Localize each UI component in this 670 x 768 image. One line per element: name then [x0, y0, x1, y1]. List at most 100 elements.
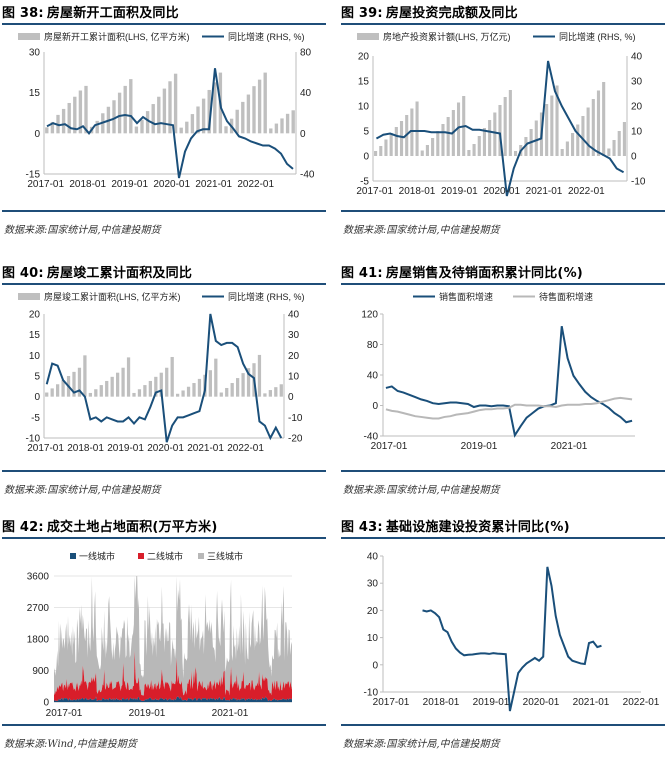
bar	[607, 148, 611, 156]
bar	[617, 131, 621, 156]
bar	[78, 90, 83, 134]
x-tick-label: 2021-01	[526, 186, 563, 197]
bar	[45, 392, 49, 397]
legend-swatch	[138, 553, 144, 559]
x-tick-label: 2022-01	[568, 186, 605, 197]
right-tick-label: -20	[288, 434, 303, 445]
x-tick-label: 2021-01	[573, 697, 610, 708]
y-tick-label: 0	[43, 698, 49, 709]
y-tick-label: 0	[372, 660, 378, 671]
panel-sales: 图 41: 房屋销售及待销面积累计同比(%) 销售面积增速 待售面积增速 -40 0 40…	[341, 262, 668, 514]
bar	[622, 122, 626, 156]
right-tick-label: -10	[288, 413, 303, 424]
bar	[274, 387, 278, 397]
data-source: 数据来源:国家统计局,中信建投期货	[343, 485, 500, 496]
x-tick-label: 2022-01	[623, 697, 660, 708]
left-tick-label: 10	[358, 102, 370, 113]
right-tick-label: 30	[288, 330, 300, 341]
x-tick-label: 2017-01	[371, 441, 408, 452]
bar	[384, 139, 388, 156]
legend-swatch	[70, 553, 76, 559]
panel-land: 图 42: 成交土地占地面积(万平方米) 一线城市 二线城市 三线城市 0 900 1800…	[2, 516, 329, 768]
bar	[50, 388, 54, 397]
y-tick-label: 80	[367, 340, 379, 351]
bar	[467, 150, 471, 156]
bar	[602, 82, 606, 156]
bar	[274, 123, 279, 134]
x-tick-label: 2021-01	[195, 179, 232, 190]
left-tick-label: 0	[34, 392, 40, 403]
right-tick-label: 80	[300, 48, 312, 59]
bar	[571, 133, 575, 156]
bar	[596, 90, 601, 156]
bar	[186, 386, 191, 397]
legend-swatch	[18, 33, 40, 40]
bar	[498, 105, 502, 156]
bar	[176, 393, 180, 397]
source-rule	[2, 210, 326, 212]
bar	[581, 116, 585, 156]
bar	[389, 133, 393, 156]
y-tick-label: 3600	[27, 572, 50, 583]
y-tick-label: -10	[364, 688, 379, 699]
bar	[225, 387, 229, 397]
bar	[117, 92, 122, 134]
legend-swatch	[18, 293, 40, 300]
bar	[170, 356, 174, 397]
bar	[436, 131, 440, 156]
y-tick-label: 20	[367, 606, 379, 617]
bar	[560, 149, 564, 156]
panel-title: 图 40: 房屋竣工累计面积及同比	[2, 266, 193, 281]
bar	[185, 121, 189, 134]
bar	[591, 99, 595, 156]
bar	[213, 82, 217, 134]
y-tick-label: 900	[32, 666, 49, 677]
panel-infrastructure: 图 43: 基础设施建设投资累计同比(%) -10 0 10 20 30 40 2017-01…	[341, 516, 668, 768]
title-rule	[341, 23, 665, 25]
bar	[151, 104, 155, 134]
x-tick-label: 2020-01	[147, 443, 184, 454]
infrastructure-chart: -10 0 10 20 30 40 2017-01 2018-01 2019-01 2020-01…	[364, 552, 660, 712]
bar	[207, 89, 211, 134]
bar	[192, 383, 196, 397]
bar	[84, 85, 88, 134]
panel-completions: 图 40: 房屋竣工累计面积及同比 房屋竣工累计面积(LHS, 亿平方米) 同比增速…	[2, 262, 329, 514]
left-tick-label: 15	[29, 88, 41, 99]
bar	[263, 72, 267, 134]
bar	[190, 114, 195, 134]
bar	[235, 109, 239, 134]
bar	[399, 121, 404, 156]
bar	[197, 378, 202, 397]
sales-chart: 销售面积增速 待售面积增速 -40 0 40 80 120 2017-01 2019-01 202…	[361, 291, 635, 452]
bar	[379, 146, 383, 156]
bar	[134, 126, 139, 134]
bar	[126, 357, 131, 397]
legend-label: 同比增速 (RHS, %)	[559, 31, 636, 42]
source-rule	[2, 470, 326, 472]
x-tick-label: 2019-01	[129, 708, 166, 719]
bar	[116, 372, 120, 397]
bar	[61, 108, 66, 134]
left-tick-label: -15	[26, 170, 41, 181]
y-tick-label: 0	[372, 401, 378, 412]
bar	[514, 151, 518, 156]
area-tier3	[54, 576, 292, 696]
bar	[425, 145, 429, 156]
growth-line	[375, 60, 625, 197]
bar	[555, 85, 559, 156]
bar	[230, 383, 234, 397]
y-tick-label: 2700	[27, 603, 50, 614]
bar	[374, 151, 378, 156]
bar	[503, 97, 507, 156]
title-rule	[2, 23, 326, 25]
right-tick-label: 20	[631, 102, 643, 113]
bar	[123, 85, 127, 134]
bar	[154, 376, 158, 397]
bar	[456, 102, 461, 156]
x-tick-label: 2019-01	[111, 179, 148, 190]
bar	[268, 390, 272, 397]
bar	[446, 117, 450, 156]
data-source: 数据来源:国家统计局,中信建投期货	[343, 739, 500, 750]
bar	[168, 81, 172, 134]
left-tick-label: 0	[34, 129, 40, 140]
